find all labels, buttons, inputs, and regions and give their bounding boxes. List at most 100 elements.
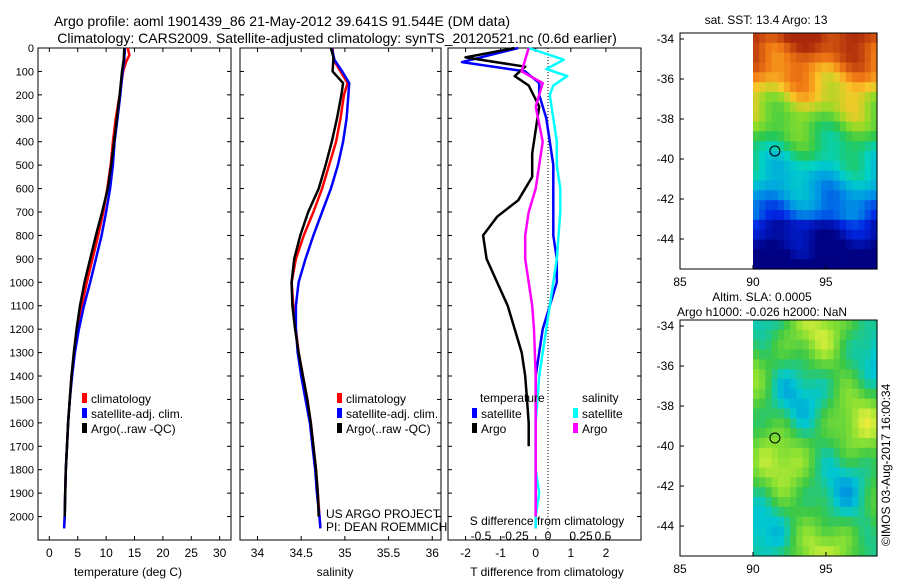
heatmap-cell <box>777 52 785 64</box>
heatmap-cell <box>777 72 785 83</box>
heatmap-cell <box>833 339 841 351</box>
series-line-temperature-satellite <box>460 46 559 529</box>
legend-label-climatology: climatology <box>91 392 151 406</box>
heatmap-cell <box>833 428 841 439</box>
heatmap-cell <box>765 536 773 547</box>
heatmap-cell <box>839 379 847 390</box>
heatmap-cell <box>821 180 828 191</box>
heatmap-cell <box>833 111 841 123</box>
heatmap-cell <box>796 239 804 250</box>
legend-label-sal-argo: Argo <box>582 422 608 436</box>
heatmap-cell <box>771 249 779 260</box>
heatmap-cell <box>852 457 859 469</box>
heatmap-cell <box>784 457 791 469</box>
heatmap-cell <box>790 487 797 498</box>
heatmap-cell <box>852 369 859 380</box>
heatmap-cell <box>759 339 766 351</box>
heatmap-cell <box>827 369 835 380</box>
heatmap-cell <box>777 210 785 221</box>
heatmap-cell <box>827 388 835 400</box>
heatmap-cell <box>839 259 847 270</box>
heatmap-cell <box>846 249 853 260</box>
heatmap-cell <box>765 180 773 191</box>
heatmap-cell <box>821 477 828 488</box>
s-tick-label: -0.25 <box>501 529 529 543</box>
heatmap-cell <box>753 536 760 547</box>
heatmap-cell <box>796 506 804 518</box>
legend-label-argo: Argo(..raw -QC) <box>346 422 431 436</box>
heatmap-cell <box>765 349 773 360</box>
series-line-argo-raw-qc- <box>63 47 126 517</box>
heatmap-cell <box>852 131 859 142</box>
heatmap-cell <box>777 398 785 410</box>
heatmap-cell <box>808 42 816 54</box>
heatmap-cell <box>852 497 859 508</box>
heatmap-cell <box>771 259 779 270</box>
heatmap-cell <box>821 329 828 341</box>
y-tick-label: 2000 <box>10 512 34 524</box>
heatmap-cell <box>870 379 878 390</box>
heatmap-cell <box>858 249 866 260</box>
y-tick-label: -40 <box>657 439 675 453</box>
heatmap-cell <box>796 170 804 182</box>
heatmap-cell <box>753 141 760 152</box>
heatmap-cell <box>833 131 841 142</box>
heatmap-cell <box>796 526 804 537</box>
heatmap-cell <box>870 506 878 518</box>
heatmap-cell <box>846 349 853 360</box>
heatmap-cell <box>839 329 847 341</box>
heatmap-cell <box>808 180 816 191</box>
heatmap-cell <box>827 487 835 498</box>
heatmap-cell <box>777 219 785 231</box>
heatmap-cell <box>839 506 847 518</box>
heatmap-cell <box>858 457 866 469</box>
heatmap-cell <box>771 329 779 341</box>
heatmap-cell <box>796 329 804 341</box>
heatmap-cell <box>759 536 766 547</box>
heatmap-cell <box>821 141 828 152</box>
salinity-panel: 34 34.5 35 35.5 36 salinity climatology sate… <box>239 47 447 579</box>
heatmap-cell <box>846 210 853 221</box>
heatmap-cell <box>765 259 773 270</box>
heatmap-cell <box>852 339 859 351</box>
heatmap-cell <box>784 329 791 341</box>
heatmap-cell <box>765 438 773 449</box>
heatmap-cell <box>827 33 835 44</box>
heatmap-cell <box>753 229 760 241</box>
heatmap-cell <box>790 477 797 488</box>
heatmap-cell <box>870 339 878 351</box>
heatmap-cell <box>784 42 791 54</box>
heatmap-cell <box>858 438 866 449</box>
heatmap-cell <box>796 408 804 419</box>
heatmap-cell <box>815 62 822 73</box>
heatmap-cell <box>777 349 785 360</box>
heatmap-cell <box>753 497 760 508</box>
heatmap-cell <box>790 447 797 459</box>
heatmap-cell <box>821 190 828 201</box>
heatmap-cell <box>784 33 791 44</box>
heatmap-cell <box>796 92 804 103</box>
heatmap-cell <box>777 111 785 123</box>
series-line-climatology <box>62 47 131 529</box>
heatmap-cell <box>821 497 828 508</box>
heatmap-cell <box>827 398 835 410</box>
heatmap-cell <box>771 180 779 191</box>
heatmap-cell <box>759 369 766 380</box>
difference-panel: -2 -1 0 1 2 T difference from climatology S … <box>447 46 642 579</box>
heatmap-cell <box>858 320 866 331</box>
heatmap-cell <box>870 546 878 557</box>
heatmap-cell <box>796 369 804 380</box>
heatmap-cell <box>777 249 785 260</box>
heatmap-cell <box>790 200 797 211</box>
heatmap-cell <box>864 477 872 488</box>
heatmap-cell <box>870 428 878 439</box>
heatmap-cell <box>839 170 847 182</box>
heatmap-cell <box>808 200 816 211</box>
heatmap-cell <box>759 457 766 469</box>
heatmap-cell <box>771 131 779 142</box>
heatmap-cell <box>852 546 859 557</box>
y-tick-label: 200 <box>16 90 34 102</box>
heatmap-cell <box>821 388 828 400</box>
heatmap-cell <box>771 160 779 172</box>
figure-title-line2: Climatology: CARS2009. Satellite-adjuste… <box>57 30 617 46</box>
